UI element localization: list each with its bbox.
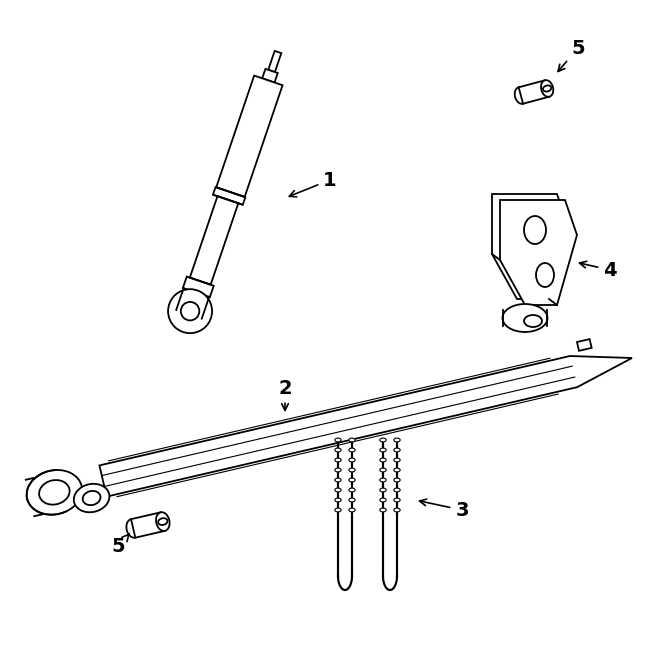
Ellipse shape	[380, 498, 386, 502]
Ellipse shape	[349, 508, 355, 512]
Ellipse shape	[380, 478, 386, 482]
Polygon shape	[216, 75, 283, 197]
Ellipse shape	[516, 210, 538, 238]
Polygon shape	[99, 356, 632, 496]
Ellipse shape	[83, 491, 101, 505]
Ellipse shape	[126, 519, 140, 538]
Ellipse shape	[380, 458, 386, 462]
Ellipse shape	[27, 470, 82, 514]
Ellipse shape	[380, 438, 386, 442]
Text: 4: 4	[580, 261, 617, 279]
Ellipse shape	[349, 478, 355, 482]
Ellipse shape	[543, 85, 551, 91]
Ellipse shape	[394, 488, 400, 492]
Ellipse shape	[394, 478, 400, 482]
Ellipse shape	[394, 438, 400, 442]
Ellipse shape	[158, 518, 168, 525]
Text: 5: 5	[111, 534, 129, 557]
Ellipse shape	[349, 438, 355, 442]
Ellipse shape	[335, 458, 341, 462]
Ellipse shape	[380, 448, 386, 452]
Ellipse shape	[349, 498, 355, 502]
Ellipse shape	[394, 498, 400, 502]
Ellipse shape	[335, 488, 341, 492]
Ellipse shape	[380, 488, 386, 492]
Ellipse shape	[502, 304, 547, 332]
Ellipse shape	[541, 80, 553, 97]
Circle shape	[168, 289, 212, 333]
Ellipse shape	[394, 468, 400, 472]
Ellipse shape	[335, 438, 341, 442]
Text: 5: 5	[558, 38, 585, 71]
Text: 3: 3	[419, 499, 469, 520]
Ellipse shape	[349, 458, 355, 462]
Circle shape	[181, 302, 200, 320]
Ellipse shape	[335, 468, 341, 472]
Ellipse shape	[335, 478, 341, 482]
Ellipse shape	[394, 448, 400, 452]
Polygon shape	[268, 51, 281, 72]
Polygon shape	[213, 187, 245, 205]
Ellipse shape	[536, 263, 554, 287]
Polygon shape	[190, 196, 239, 285]
Ellipse shape	[524, 216, 546, 244]
Polygon shape	[500, 200, 577, 305]
Polygon shape	[262, 69, 278, 83]
Ellipse shape	[394, 458, 400, 462]
Ellipse shape	[524, 315, 542, 327]
Ellipse shape	[349, 488, 355, 492]
Ellipse shape	[39, 480, 70, 504]
Ellipse shape	[349, 468, 355, 472]
Polygon shape	[131, 512, 165, 538]
Polygon shape	[183, 277, 214, 297]
Ellipse shape	[335, 448, 341, 452]
Text: 1: 1	[289, 171, 337, 197]
Ellipse shape	[335, 508, 341, 512]
Ellipse shape	[156, 512, 170, 531]
Polygon shape	[577, 339, 592, 351]
Ellipse shape	[380, 468, 386, 472]
Polygon shape	[492, 194, 569, 299]
Ellipse shape	[349, 448, 355, 452]
Text: 2: 2	[278, 379, 292, 410]
Ellipse shape	[74, 484, 109, 512]
Polygon shape	[519, 80, 549, 104]
Ellipse shape	[380, 508, 386, 512]
Ellipse shape	[515, 87, 527, 104]
Ellipse shape	[394, 508, 400, 512]
Ellipse shape	[335, 498, 341, 502]
